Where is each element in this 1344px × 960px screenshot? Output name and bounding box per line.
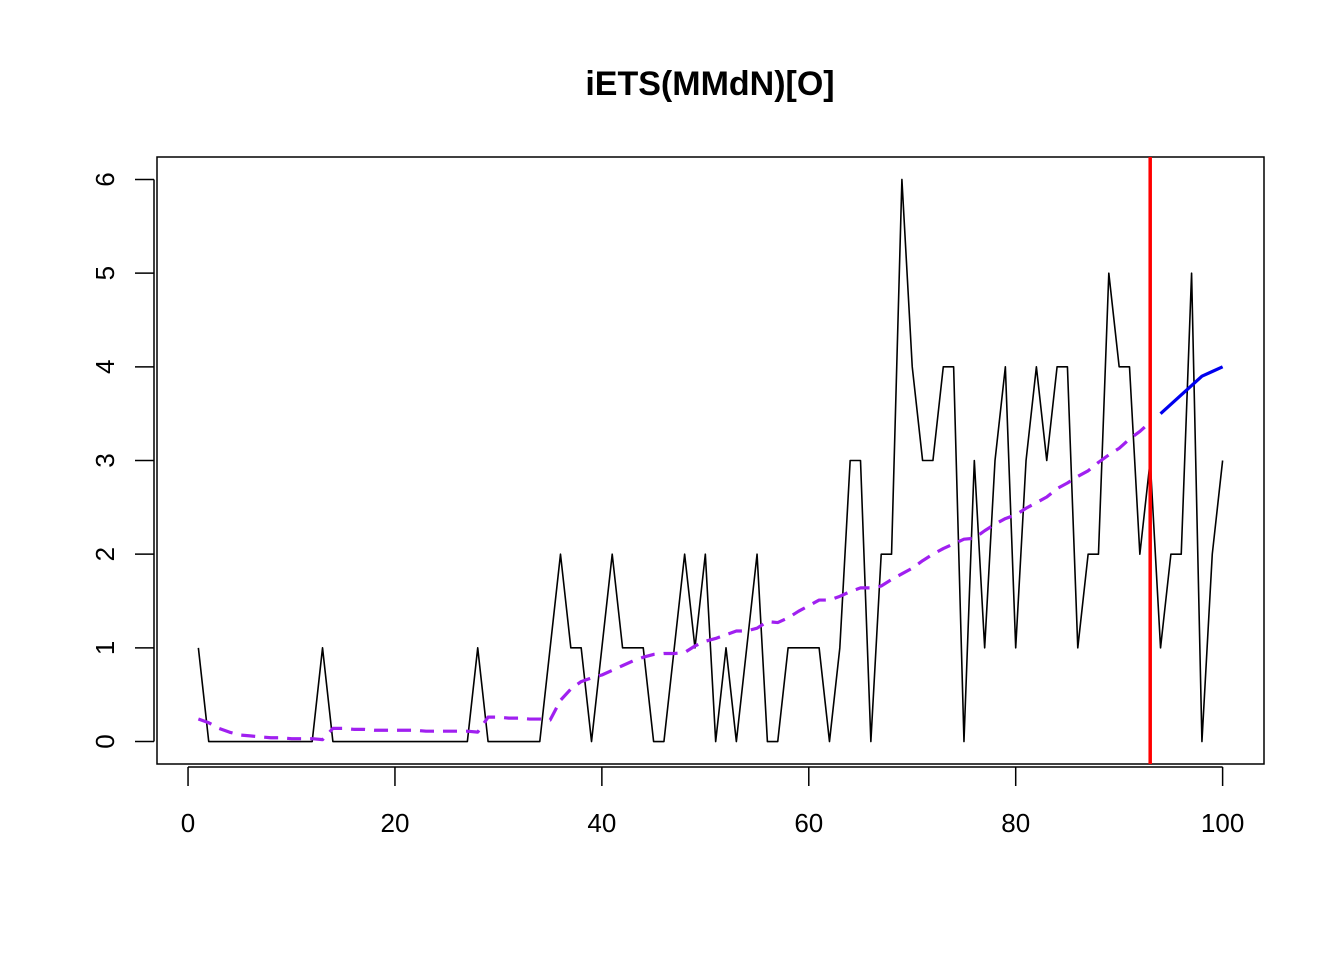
chart-title: iETS(MMdN)[O] <box>585 65 834 103</box>
series-line-2 <box>1159 365 1224 415</box>
series-line-1 <box>197 420 1152 742</box>
y-tick-label: 2 <box>90 547 120 561</box>
plot-box <box>156 156 1265 765</box>
x-tick-label: 20 <box>380 808 409 838</box>
y-tick-label: 0 <box>90 734 120 748</box>
series-layer <box>197 157 1224 764</box>
x-tick-label: 100 <box>1201 808 1244 838</box>
y-tick-label: 4 <box>90 360 120 374</box>
x-tick-label: 40 <box>587 808 616 838</box>
y-axis: 0 1 2 3 4 5 6 <box>90 172 155 749</box>
series-line-0 <box>197 178 1224 743</box>
x-axis: 0 20 40 60 80 100 <box>181 766 1244 838</box>
x-tick-label: 0 <box>181 808 195 838</box>
y-tick-label: 5 <box>90 266 120 280</box>
x-tick-label: 60 <box>794 808 823 838</box>
y-tick-label: 1 <box>90 641 120 655</box>
y-tick-label: 3 <box>90 453 120 467</box>
y-tick-label: 6 <box>90 172 120 186</box>
x-tick-label: 80 <box>1001 808 1030 838</box>
